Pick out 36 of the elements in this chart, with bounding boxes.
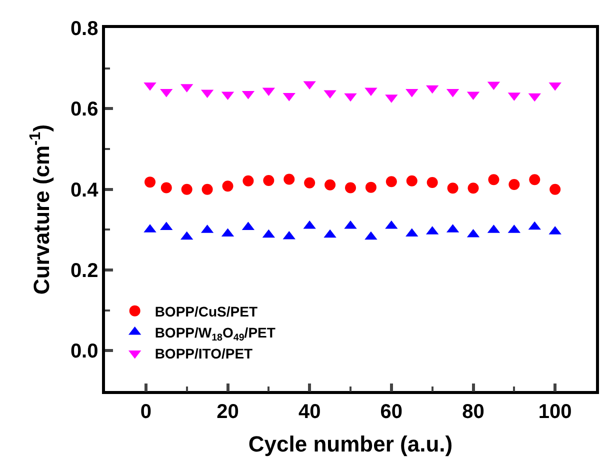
y-tick-label: 0.0 (70, 340, 98, 363)
point (284, 174, 295, 185)
point (181, 184, 192, 195)
point (324, 179, 336, 190)
y-tick-label: 0.4 (70, 179, 100, 202)
x-tick-label: 40 (298, 400, 321, 423)
point (508, 178, 520, 190)
point (222, 180, 234, 192)
point (242, 175, 254, 186)
point (488, 174, 500, 186)
point (406, 175, 418, 186)
y-tick-label: 0.8 (70, 18, 98, 40)
point (160, 182, 172, 194)
point (468, 182, 479, 194)
x-axis-title: Cycle number (a.u.) (248, 432, 453, 457)
point (386, 176, 397, 188)
x-tick-label: 60 (380, 400, 403, 423)
point (365, 182, 376, 193)
point (345, 182, 356, 194)
legend-label: BOPP/W$_{18}$O$_{49}$/PET (154, 324, 276, 344)
point (304, 177, 316, 188)
point (144, 176, 156, 188)
point (529, 174, 540, 186)
x-tick-label: 80 (462, 400, 484, 423)
x-tick-label: 20 (216, 400, 239, 423)
point (426, 176, 438, 188)
legend-label: BOPP/ITO/PET (154, 346, 254, 362)
point (447, 182, 458, 194)
y-tick-label: 0.6 (70, 98, 98, 121)
point (263, 174, 274, 186)
point (202, 184, 213, 195)
y-tick-label: 0.2 (70, 260, 98, 282)
legend-label: BOPP/CuS/PET (154, 303, 258, 320)
x-tick-label: 0 (140, 400, 152, 423)
point (550, 184, 561, 195)
x-tick-label: 100 (538, 400, 572, 423)
